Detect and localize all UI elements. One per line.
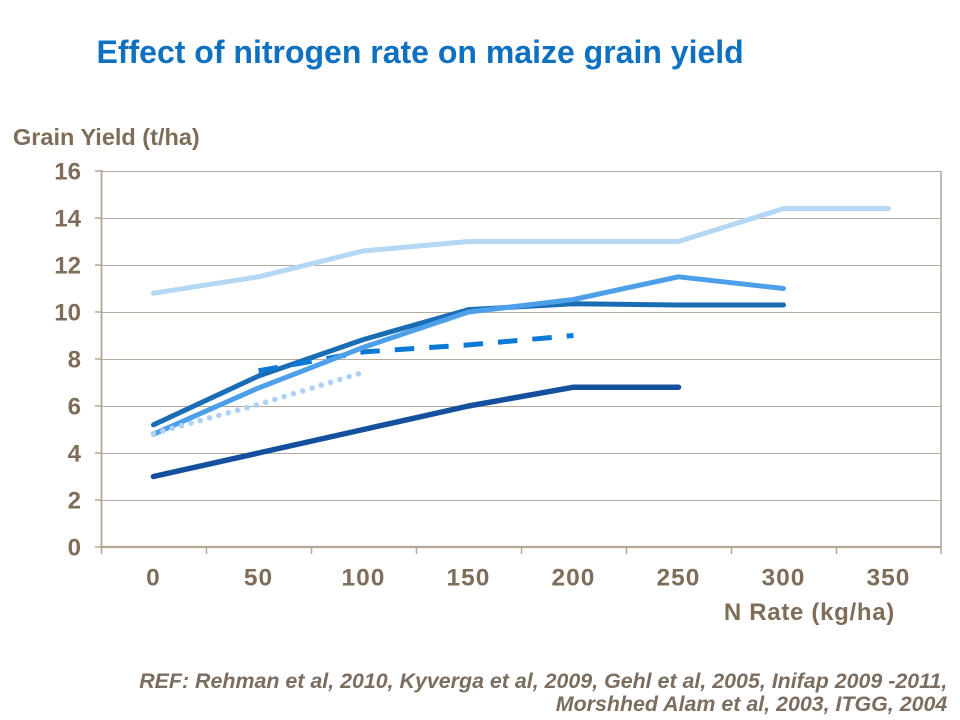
svg-text:16: 16 (54, 158, 81, 185)
svg-text:100: 100 (342, 565, 386, 592)
svg-text:12: 12 (54, 252, 81, 279)
svg-text:14: 14 (54, 205, 81, 232)
svg-text:0: 0 (146, 565, 161, 592)
svg-text:250: 250 (657, 565, 701, 592)
svg-text:300: 300 (762, 565, 806, 592)
svg-text:8: 8 (68, 346, 81, 373)
svg-text:0: 0 (68, 534, 81, 561)
svg-text:Morshhed Alam et al, 2003, ITG: Morshhed Alam et al, 2003, ITGG, 2004 (556, 692, 948, 716)
svg-text:REF: Rehman et al, 2010, Kyver: REF: Rehman et al, 2010, Kyverga et al, … (139, 669, 947, 693)
svg-text:10: 10 (54, 299, 81, 326)
svg-text:150: 150 (447, 565, 491, 592)
svg-text:6: 6 (68, 393, 81, 420)
svg-text:350: 350 (867, 565, 911, 592)
svg-text:200: 200 (552, 565, 596, 592)
svg-text:4: 4 (68, 440, 82, 467)
svg-text:N Rate (kg/ha): N Rate (kg/ha) (724, 599, 895, 626)
svg-text:Grain Yield (t/ha): Grain Yield (t/ha) (13, 124, 200, 150)
svg-text:Effect of nitrogen rate on mai: Effect of nitrogen rate on maize grain y… (97, 34, 744, 70)
svg-text:2: 2 (68, 487, 81, 514)
svg-text:50: 50 (244, 565, 273, 592)
